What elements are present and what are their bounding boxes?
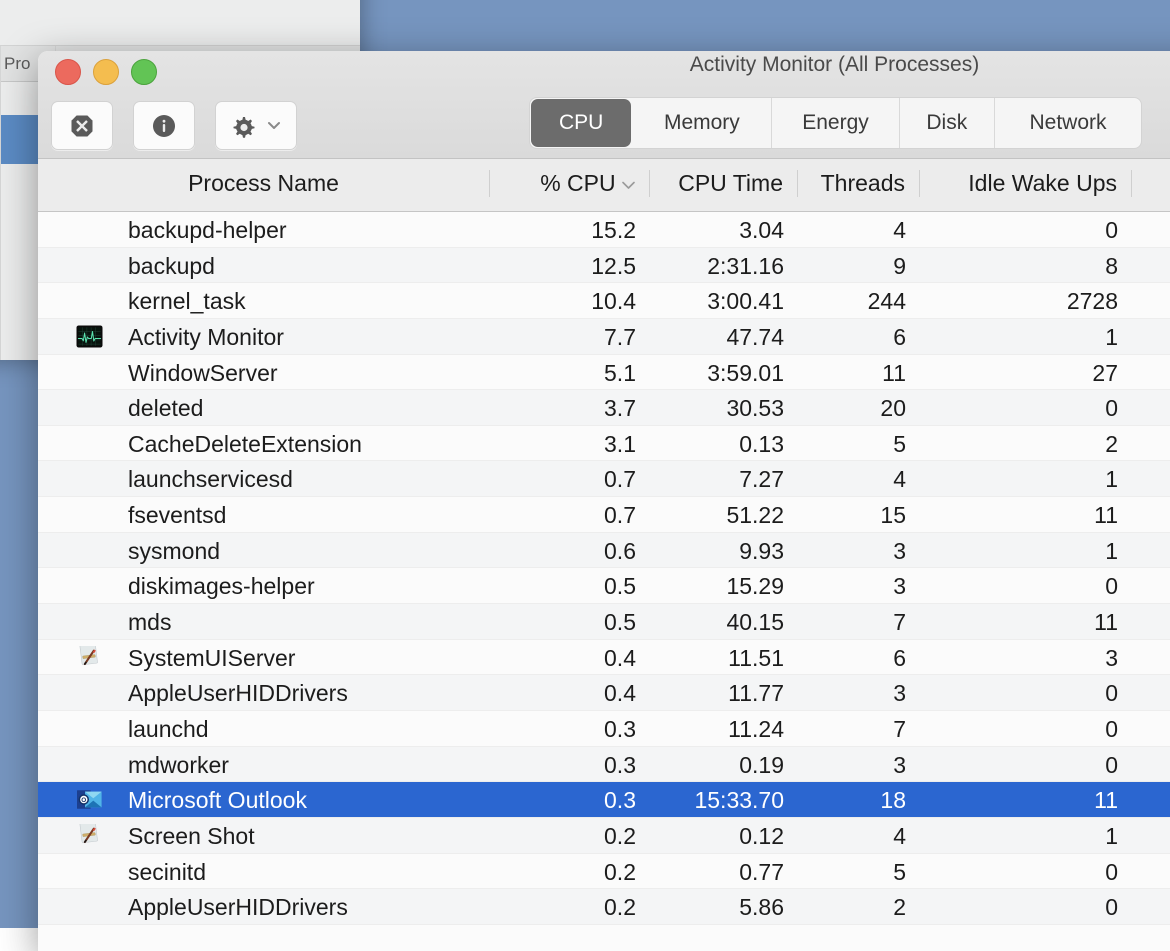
svg-text:O: O [81,797,86,804]
